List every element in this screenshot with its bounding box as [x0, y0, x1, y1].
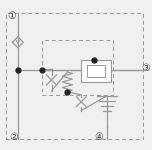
Text: ③: ③	[142, 63, 150, 73]
Text: ①: ①	[7, 11, 16, 21]
Text: ④: ④	[95, 132, 103, 142]
Text: ②: ②	[9, 132, 18, 142]
Bar	[6, 13, 143, 139]
Bar	[42, 40, 113, 95]
Bar	[81, 60, 111, 82]
Bar	[87, 65, 105, 77]
